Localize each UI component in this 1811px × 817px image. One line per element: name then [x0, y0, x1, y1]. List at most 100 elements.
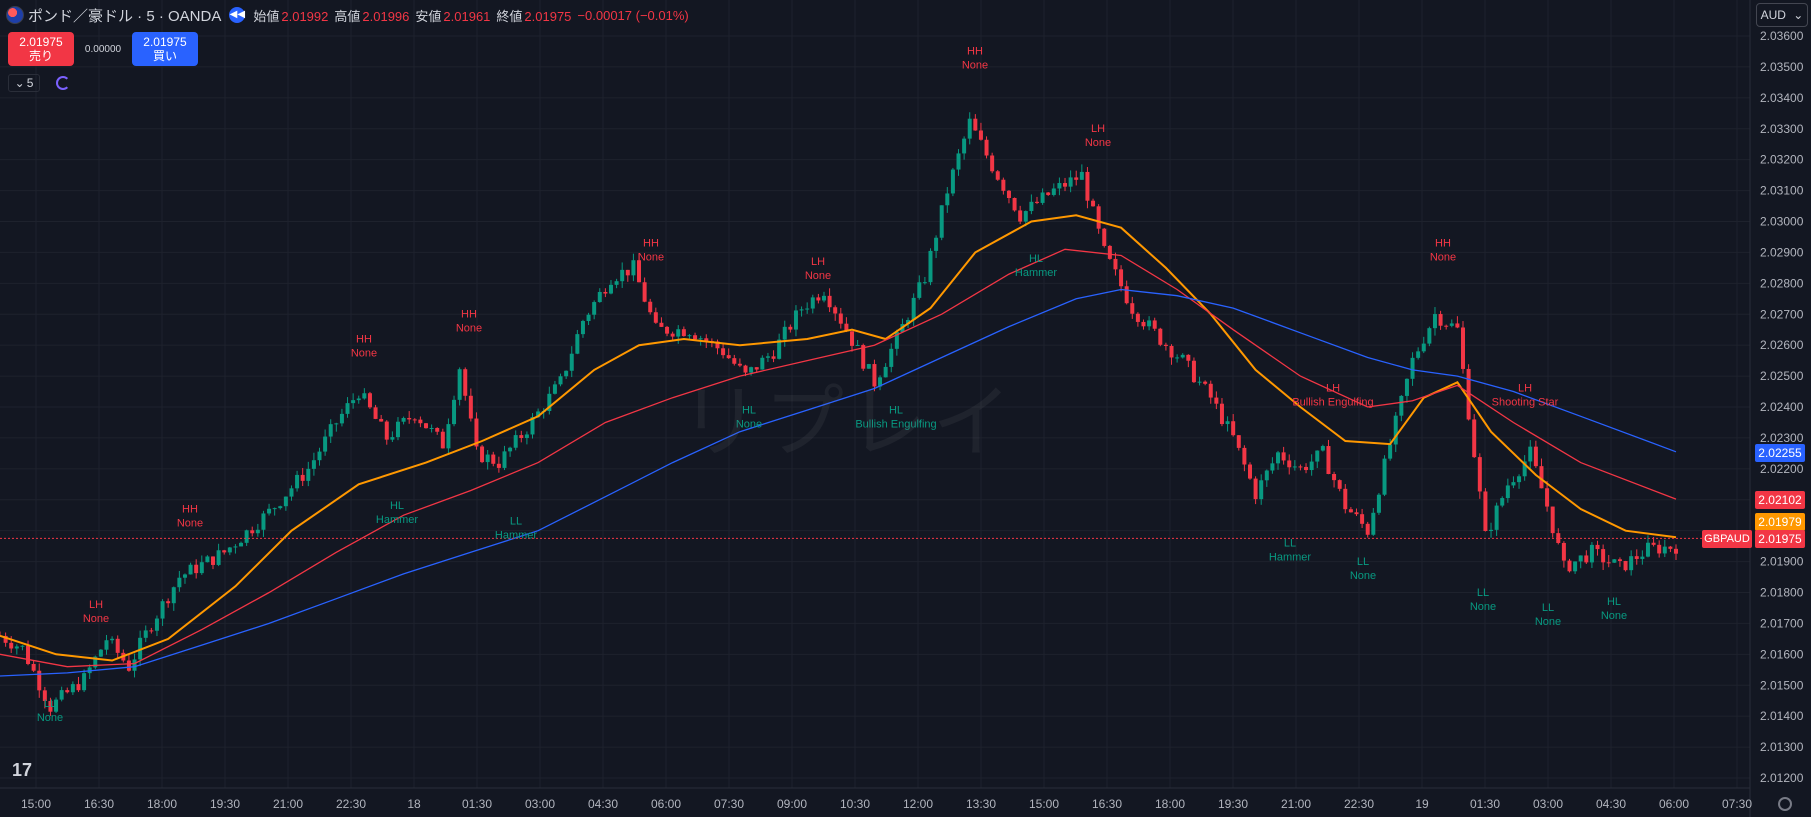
candle-body [1012, 198, 1017, 211]
candle-body [1606, 562, 1611, 564]
swing-label: LL [1284, 537, 1296, 549]
candle-body [496, 463, 501, 468]
close-label: 終値 [496, 8, 523, 24]
candle-body [1573, 561, 1578, 572]
symbol-title[interactable]: ポンド／豪ドル · 5 · OANDA [28, 7, 222, 25]
candle-body [1085, 171, 1090, 201]
candle-body [687, 335, 692, 337]
candle-body [1057, 183, 1062, 189]
candle-body [98, 649, 103, 657]
candle-body [1528, 446, 1533, 462]
y-tick-label: 2.02600 [1760, 338, 1804, 352]
x-tick-label: 18:00 [1155, 797, 1185, 811]
y-tick-label: 2.02400 [1760, 400, 1804, 414]
candle-body [1068, 177, 1073, 187]
candle-body [54, 699, 59, 712]
candle-body [82, 673, 87, 691]
swing-label: HH [182, 503, 198, 515]
swing-label: LL [510, 516, 522, 528]
replay-watermark: リプレイ [680, 378, 1016, 467]
candle-body [199, 562, 204, 574]
candle-body [1034, 201, 1039, 203]
candle-body [1270, 463, 1275, 471]
candle-body [1051, 188, 1056, 195]
candle-body [1197, 381, 1202, 383]
candle-body [9, 642, 14, 649]
candle-body [580, 321, 585, 335]
currency-select[interactable]: AUD ⌄ [1756, 3, 1808, 27]
low-value: 2.01961 [443, 8, 491, 24]
candle-body [261, 513, 266, 530]
candle-body [883, 366, 888, 378]
candle-body [524, 434, 529, 438]
pattern-label: None [1601, 610, 1627, 622]
candle-body [1281, 452, 1286, 461]
candle-body [384, 421, 389, 440]
y-tick-label: 2.02900 [1760, 245, 1804, 259]
candle-body [1247, 464, 1252, 479]
candle-body [575, 334, 580, 354]
candle-body [1466, 368, 1471, 420]
candle-body [65, 690, 70, 693]
candle-body [1365, 523, 1370, 535]
pattern-label: None [736, 418, 762, 430]
pattern-label: None [1085, 137, 1111, 149]
interval-toggle[interactable]: ⌄ 5 [8, 74, 40, 92]
candle-body [1135, 313, 1140, 322]
candle-body [749, 367, 754, 373]
candle-body [1141, 321, 1146, 327]
candle-body [838, 313, 843, 324]
candle-body [367, 393, 372, 408]
candle-body [1416, 351, 1421, 358]
candle-body [1651, 542, 1656, 545]
candle-body [1511, 482, 1516, 486]
swing-label: HH [643, 237, 659, 249]
candle-body [395, 421, 400, 438]
ma-line [0, 288, 1677, 677]
candle-body [939, 205, 944, 238]
buy-button[interactable]: 2.01975 買い [132, 32, 198, 66]
candle-body [1578, 555, 1583, 562]
candle-body [1046, 192, 1051, 195]
candle-body [648, 301, 653, 313]
swing-label: HH [461, 309, 477, 321]
candle-body [1208, 383, 1213, 398]
candle-body [1388, 444, 1393, 459]
interval-value: 5 [26, 76, 34, 90]
candle-body [1152, 320, 1157, 329]
candle-body [26, 645, 31, 664]
replay-rewind-icon[interactable]: ◀◀ [229, 7, 246, 23]
candle-body [777, 339, 782, 359]
candle-body [244, 530, 249, 543]
x-tick-label: 04:30 [588, 797, 618, 811]
candle-body [446, 424, 451, 449]
candle-body [474, 418, 479, 447]
loading-spinner-icon[interactable] [56, 76, 70, 90]
candle-body [1320, 446, 1325, 451]
candle-body [93, 656, 98, 668]
candle-body [721, 348, 726, 356]
candle-body [345, 403, 350, 414]
swing-label: LH [1091, 123, 1105, 135]
candle-body [1477, 457, 1482, 492]
candle-body [143, 630, 148, 638]
candle-body [569, 353, 574, 371]
candle-body [973, 118, 978, 131]
candle-body [805, 308, 810, 310]
candle-body [1001, 179, 1006, 191]
change-value: −0.00017 (−0.01%) [577, 7, 689, 23]
candle-body [1545, 488, 1550, 507]
candle-body [1444, 325, 1449, 327]
candle-body [401, 417, 406, 422]
candle-body [850, 331, 855, 346]
candle-body [637, 260, 642, 283]
candle-body [373, 407, 378, 419]
candle-body [586, 314, 591, 322]
candle-body [1645, 542, 1650, 557]
settings-gear-icon[interactable] [1778, 797, 1792, 811]
tradingview-logo[interactable]: 17 [12, 760, 33, 780]
x-tick-label: 04:30 [1596, 797, 1626, 811]
sell-button[interactable]: 2.01975 売り [8, 32, 74, 66]
x-tick-label: 18 [407, 797, 421, 811]
